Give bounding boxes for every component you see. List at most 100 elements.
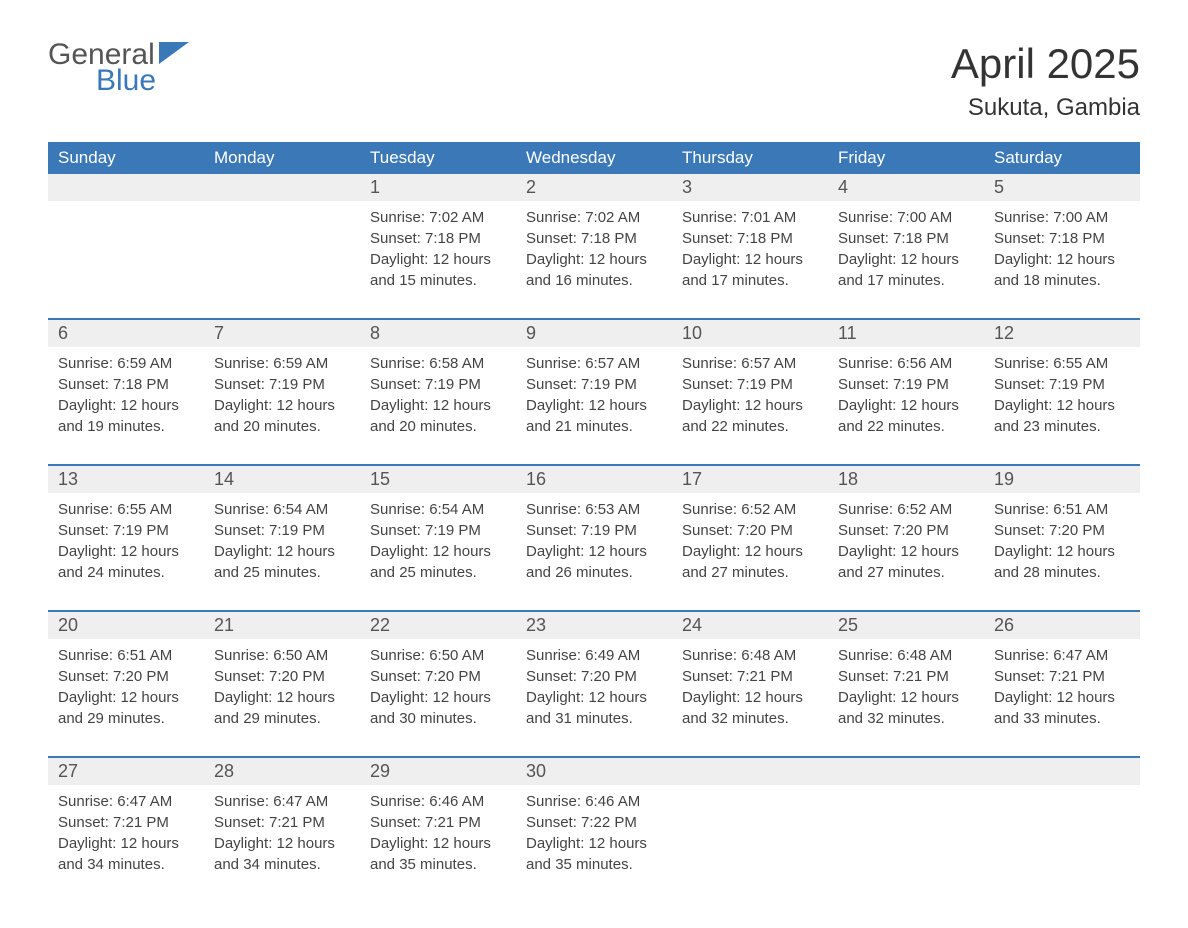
sunset-text: Sunset: 7:19 PM [214,520,350,541]
day-content: Sunrise: 6:56 AMSunset: 7:19 PMDaylight:… [828,347,984,443]
sunset-text: Sunset: 7:18 PM [526,228,662,249]
day-number: 13 [48,466,204,493]
day-number [204,174,360,201]
week-row: 27Sunrise: 6:47 AMSunset: 7:21 PMDayligh… [48,756,1140,888]
day-content: Sunrise: 6:54 AMSunset: 7:19 PMDaylight:… [204,493,360,589]
day-content: Sunrise: 6:57 AMSunset: 7:19 PMDaylight:… [672,347,828,443]
day-content: Sunrise: 6:51 AMSunset: 7:20 PMDaylight:… [48,639,204,735]
day-number [828,758,984,785]
daylight-text: Daylight: 12 hours and 22 minutes. [682,395,818,437]
day-number [48,174,204,201]
page-header: General Blue April 2025 Sukuta, Gambia [48,40,1140,122]
day-content: Sunrise: 6:52 AMSunset: 7:20 PMDaylight:… [672,493,828,589]
day-cell: 1Sunrise: 7:02 AMSunset: 7:18 PMDaylight… [360,174,516,304]
sunrise-text: Sunrise: 6:46 AM [370,791,506,812]
sunrise-text: Sunrise: 6:54 AM [214,499,350,520]
day-content: Sunrise: 6:59 AMSunset: 7:19 PMDaylight:… [204,347,360,443]
daylight-text: Daylight: 12 hours and 34 minutes. [214,833,350,875]
day-content: Sunrise: 6:50 AMSunset: 7:20 PMDaylight:… [204,639,360,735]
day-number: 2 [516,174,672,201]
day-number: 15 [360,466,516,493]
sunrise-text: Sunrise: 6:55 AM [58,499,194,520]
day-cell: 12Sunrise: 6:55 AMSunset: 7:19 PMDayligh… [984,320,1140,450]
logo-word2: Blue [48,66,189,96]
day-cell: 3Sunrise: 7:01 AMSunset: 7:18 PMDaylight… [672,174,828,304]
week-row: 6Sunrise: 6:59 AMSunset: 7:18 PMDaylight… [48,318,1140,450]
day-content: Sunrise: 7:02 AMSunset: 7:18 PMDaylight:… [516,201,672,297]
day-cell: 15Sunrise: 6:54 AMSunset: 7:19 PMDayligh… [360,466,516,596]
day-content: Sunrise: 6:49 AMSunset: 7:20 PMDaylight:… [516,639,672,735]
day-cell: 14Sunrise: 6:54 AMSunset: 7:19 PMDayligh… [204,466,360,596]
sunrise-text: Sunrise: 6:52 AM [838,499,974,520]
sunrise-text: Sunrise: 6:53 AM [526,499,662,520]
day-cell [48,174,204,304]
day-cell: 2Sunrise: 7:02 AMSunset: 7:18 PMDaylight… [516,174,672,304]
day-content: Sunrise: 6:47 AMSunset: 7:21 PMDaylight:… [204,785,360,881]
sunrise-text: Sunrise: 6:54 AM [370,499,506,520]
day-number [984,758,1140,785]
weeks-container: 1Sunrise: 7:02 AMSunset: 7:18 PMDaylight… [48,174,1140,888]
day-number: 5 [984,174,1140,201]
daylight-text: Daylight: 12 hours and 21 minutes. [526,395,662,437]
title-block: April 2025 Sukuta, Gambia [951,40,1140,122]
day-content: Sunrise: 6:47 AMSunset: 7:21 PMDaylight:… [984,639,1140,735]
daylight-text: Daylight: 12 hours and 19 minutes. [58,395,194,437]
daylight-text: Daylight: 12 hours and 33 minutes. [994,687,1130,729]
sunset-text: Sunset: 7:18 PM [370,228,506,249]
day-cell: 20Sunrise: 6:51 AMSunset: 7:20 PMDayligh… [48,612,204,742]
sunrise-text: Sunrise: 6:51 AM [58,645,194,666]
logo: General Blue [48,40,189,96]
day-number: 6 [48,320,204,347]
day-cell: 11Sunrise: 6:56 AMSunset: 7:19 PMDayligh… [828,320,984,450]
day-cell: 27Sunrise: 6:47 AMSunset: 7:21 PMDayligh… [48,758,204,888]
day-cell: 25Sunrise: 6:48 AMSunset: 7:21 PMDayligh… [828,612,984,742]
day-content: Sunrise: 7:01 AMSunset: 7:18 PMDaylight:… [672,201,828,297]
daylight-text: Daylight: 12 hours and 27 minutes. [682,541,818,583]
sunset-text: Sunset: 7:21 PM [994,666,1130,687]
day-content: Sunrise: 6:58 AMSunset: 7:19 PMDaylight:… [360,347,516,443]
sunrise-text: Sunrise: 6:49 AM [526,645,662,666]
day-cell: 10Sunrise: 6:57 AMSunset: 7:19 PMDayligh… [672,320,828,450]
day-number: 18 [828,466,984,493]
sunset-text: Sunset: 7:18 PM [838,228,974,249]
daylight-text: Daylight: 12 hours and 26 minutes. [526,541,662,583]
day-number: 19 [984,466,1140,493]
sunset-text: Sunset: 7:19 PM [214,374,350,395]
sunset-text: Sunset: 7:18 PM [994,228,1130,249]
day-number: 3 [672,174,828,201]
sunset-text: Sunset: 7:18 PM [682,228,818,249]
week-row: 20Sunrise: 6:51 AMSunset: 7:20 PMDayligh… [48,610,1140,742]
sunset-text: Sunset: 7:20 PM [838,520,974,541]
day-content: Sunrise: 6:46 AMSunset: 7:21 PMDaylight:… [360,785,516,881]
day-number: 21 [204,612,360,639]
sunrise-text: Sunrise: 7:02 AM [526,207,662,228]
day-number: 7 [204,320,360,347]
day-number: 22 [360,612,516,639]
day-content: Sunrise: 6:50 AMSunset: 7:20 PMDaylight:… [360,639,516,735]
sunset-text: Sunset: 7:19 PM [526,520,662,541]
sunset-text: Sunset: 7:21 PM [682,666,818,687]
sunset-text: Sunset: 7:20 PM [370,666,506,687]
daylight-text: Daylight: 12 hours and 17 minutes. [838,249,974,291]
day-cell: 5Sunrise: 7:00 AMSunset: 7:18 PMDaylight… [984,174,1140,304]
weekday-sun: Sunday [48,142,204,174]
daylight-text: Daylight: 12 hours and 17 minutes. [682,249,818,291]
day-number: 11 [828,320,984,347]
weekday-mon: Monday [204,142,360,174]
day-content: Sunrise: 7:02 AMSunset: 7:18 PMDaylight:… [360,201,516,297]
day-cell: 26Sunrise: 6:47 AMSunset: 7:21 PMDayligh… [984,612,1140,742]
day-cell: 4 Sunrise: 7:00 AMSunset: 7:18 PMDaylight… [828,174,984,304]
sunrise-text: Sunrise: 6:59 AM [58,353,194,374]
day-number: 4 [828,174,984,201]
sunset-text: Sunset: 7:20 PM [994,520,1130,541]
sunrise-text: Sunrise: 7:00 AM [838,207,974,228]
day-cell: 17Sunrise: 6:52 AMSunset: 7:20 PMDayligh… [672,466,828,596]
sunset-text: Sunset: 7:20 PM [526,666,662,687]
sunrise-text: Sunrise: 6:57 AM [682,353,818,374]
sunset-text: Sunset: 7:22 PM [526,812,662,833]
sunrise-text: Sunrise: 6:59 AM [214,353,350,374]
day-cell: 28Sunrise: 6:47 AMSunset: 7:21 PMDayligh… [204,758,360,888]
daylight-text: Daylight: 12 hours and 30 minutes. [370,687,506,729]
daylight-text: Daylight: 12 hours and 18 minutes. [994,249,1130,291]
sunset-text: Sunset: 7:21 PM [370,812,506,833]
